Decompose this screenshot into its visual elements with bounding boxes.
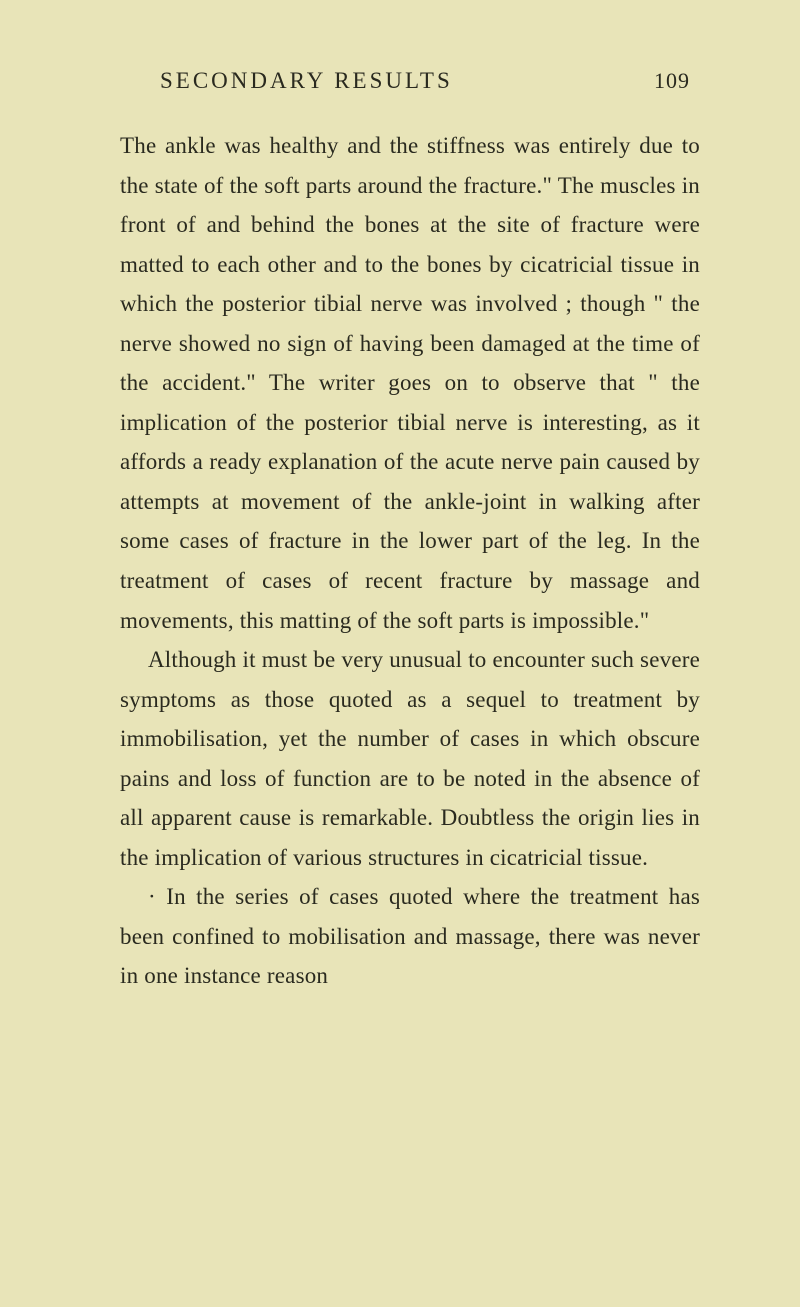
- page-header: SECONDARY RESULTS 109: [120, 68, 700, 94]
- paragraph-1: The ankle was healthy and the stiffness …: [120, 126, 700, 640]
- paragraph-3: · In the series of cases quoted where th…: [120, 877, 700, 996]
- running-title: SECONDARY RESULTS: [160, 68, 453, 94]
- body-text: The ankle was healthy and the stiffness …: [120, 126, 700, 996]
- paragraph-2: Although it must be very unusual to en­c…: [120, 640, 700, 877]
- page-number: 109: [654, 68, 690, 94]
